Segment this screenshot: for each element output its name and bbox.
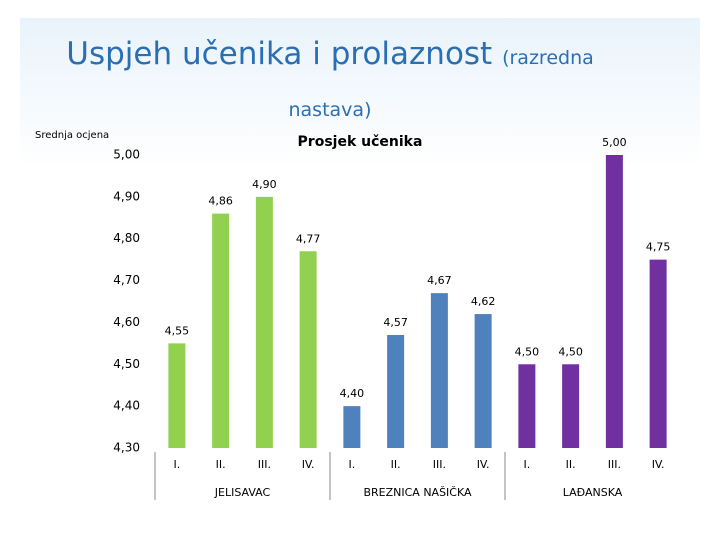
- x-tick-label: IV.: [477, 458, 490, 471]
- bar: [212, 213, 230, 448]
- x-tick-label: IV.: [652, 458, 665, 471]
- y-tick-label: 4,40: [113, 399, 140, 413]
- x-tick-label: III.: [608, 458, 621, 471]
- x-tick-label: III.: [433, 458, 446, 471]
- value-label: 4,40: [340, 387, 365, 400]
- bar: [518, 364, 536, 448]
- value-label: 4,50: [515, 345, 540, 358]
- bar: [168, 343, 186, 448]
- x-tick-label: II.: [566, 458, 576, 471]
- value-label: 4,62: [471, 295, 496, 308]
- x-tick-label: I.: [174, 458, 181, 471]
- group-label: BREZNICA NAŠIČKA: [363, 486, 472, 499]
- value-label: 4,57: [383, 316, 408, 329]
- bar: [562, 364, 580, 448]
- y-tick-label: 4,50: [113, 357, 140, 371]
- bar: [474, 314, 492, 448]
- y-tick-label: 4,70: [113, 273, 140, 287]
- bar: [343, 406, 361, 448]
- x-tick-label: III.: [258, 458, 271, 471]
- bar: [387, 334, 405, 448]
- value-label: 4,55: [165, 324, 190, 337]
- title-sub: (razredna nastava): [288, 47, 594, 121]
- y-tick-label: 5,00: [113, 148, 140, 162]
- group-label: LAĐANSKA: [563, 486, 623, 499]
- bar: [299, 251, 317, 448]
- group-label: JELISAVAC: [214, 486, 271, 499]
- title-main: Uspjeh učenika i prolaznost: [66, 36, 493, 72]
- x-tick-label: IV.: [302, 458, 315, 471]
- y-tick-label: 4,30: [113, 441, 140, 455]
- y-axis-label: Srednja ocjena: [35, 130, 109, 141]
- x-tick-label: I.: [349, 458, 356, 471]
- bar: [255, 196, 273, 448]
- value-label: 4,90: [252, 178, 277, 191]
- chart-title: Prosjek učenika: [298, 134, 423, 150]
- value-label: 4,77: [296, 232, 321, 245]
- x-tick-label: II.: [216, 458, 226, 471]
- value-label: 4,86: [208, 195, 233, 208]
- x-tick-label: I.: [524, 458, 531, 471]
- value-label: 4,67: [427, 274, 452, 287]
- value-label: 5,00: [602, 136, 627, 149]
- value-label: 4,75: [646, 241, 671, 254]
- y-tick-label: 4,60: [113, 315, 140, 329]
- slide-title: Uspjeh učenika i prolaznost (razredna na…: [40, 30, 620, 134]
- x-tick-label: II.: [391, 458, 401, 471]
- bar: [649, 259, 667, 448]
- value-label: 4,50: [558, 345, 583, 358]
- bar: [430, 293, 448, 448]
- bar: [605, 155, 623, 448]
- y-tick-label: 4,80: [113, 231, 140, 245]
- y-tick-label: 4,90: [113, 189, 140, 203]
